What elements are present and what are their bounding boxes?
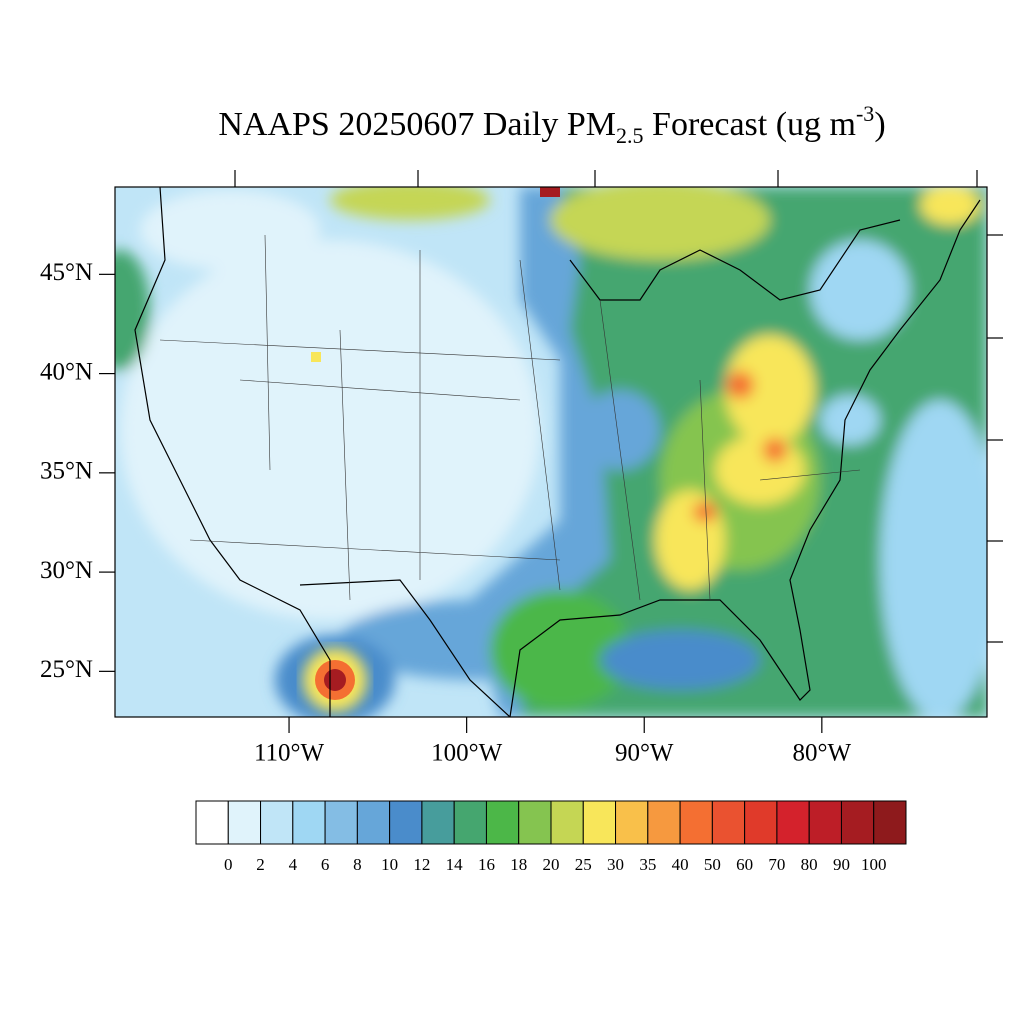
field-patch bbox=[655, 490, 725, 590]
colorbar-label: 100 bbox=[861, 855, 887, 874]
field-patch bbox=[920, 187, 980, 225]
field-patch bbox=[330, 187, 490, 220]
title-end: ) bbox=[874, 106, 885, 143]
colorbar-label: 50 bbox=[704, 855, 721, 874]
colorbar-box bbox=[873, 800, 907, 845]
field-patch bbox=[490, 590, 630, 710]
field-shading bbox=[115, 187, 987, 717]
colorbar-box bbox=[615, 800, 649, 845]
colorbar-box bbox=[195, 800, 229, 845]
frame-ticks bbox=[234, 170, 1003, 643]
lat-label: 45°N bbox=[40, 259, 93, 286]
colorbar-box bbox=[389, 800, 423, 845]
lon-label: 110°W bbox=[254, 740, 325, 767]
state-borders bbox=[159, 234, 861, 601]
colorbar-label: 40 bbox=[672, 855, 689, 874]
colorbar-box bbox=[292, 800, 326, 845]
colorbar-box bbox=[840, 800, 875, 845]
colorbar-label: 25 bbox=[575, 855, 592, 874]
field-patch bbox=[580, 390, 660, 470]
field-patch bbox=[693, 502, 717, 522]
map-frame bbox=[114, 186, 988, 718]
colorbar-label: 8 bbox=[353, 855, 362, 874]
field-patch bbox=[115, 250, 150, 370]
colorbar-label: 35 bbox=[639, 855, 656, 874]
hotspot-core bbox=[540, 187, 560, 197]
colorbar-box bbox=[711, 800, 746, 845]
field-patch bbox=[880, 400, 987, 717]
colorbar-box bbox=[744, 800, 778, 845]
field-patch bbox=[810, 240, 910, 340]
colorbar-label: 12 bbox=[413, 855, 430, 874]
colorbar-label: 18 bbox=[510, 855, 527, 874]
colorbar: 0 2 4 6 8 10 12 14 16 18 20 25 30 35 40 50 60 70 80 90 100 bbox=[195, 800, 907, 874]
colorbar-box bbox=[260, 800, 294, 845]
colorbar-label: 16 bbox=[478, 855, 495, 874]
title: NAAPS 20250607 Daily PM2.5 Forecast (ug … bbox=[218, 101, 885, 148]
lat-label: 30°N bbox=[40, 557, 93, 584]
field-patch bbox=[725, 335, 815, 445]
lat-label: 40°N bbox=[40, 358, 93, 385]
colorbar-label: 10 bbox=[381, 855, 398, 874]
hotspot-core bbox=[311, 352, 321, 362]
lon-label: 80°W bbox=[793, 740, 852, 767]
coastline bbox=[134, 187, 981, 717]
colorbar-label: 90 bbox=[833, 855, 850, 874]
title-units: Forecast (ug m bbox=[644, 106, 856, 143]
field-patch bbox=[715, 435, 805, 505]
colorbar-label: 0 bbox=[224, 855, 233, 874]
field-patch bbox=[550, 187, 770, 260]
colorbar-label: 20 bbox=[543, 855, 560, 874]
colorbar-label: 80 bbox=[801, 855, 818, 874]
lat-label: 25°N bbox=[40, 656, 93, 683]
field-patch bbox=[140, 190, 320, 270]
colorbar-box bbox=[582, 800, 617, 845]
field-patch bbox=[726, 371, 754, 399]
colorbar-box bbox=[808, 800, 842, 845]
colorbar-box bbox=[453, 800, 487, 845]
colorbar-box bbox=[421, 800, 455, 845]
colorbar-label: 2 bbox=[256, 855, 265, 874]
field-patch bbox=[600, 630, 760, 690]
colorbar-box bbox=[356, 800, 391, 845]
lon-label: 90°W bbox=[615, 740, 674, 767]
field-patch bbox=[120, 240, 540, 620]
colorbar-box bbox=[647, 800, 681, 845]
axes: 45°N 40°N 35°N 30°N 25°N 110°W 100°W 90°W 80°W bbox=[40, 259, 852, 767]
lat-label: 35°N bbox=[40, 458, 93, 485]
colorbar-box bbox=[324, 800, 358, 845]
concentration-field bbox=[115, 187, 987, 717]
colorbar-box bbox=[550, 800, 584, 845]
colorbar-box bbox=[485, 800, 520, 845]
colorbar-box bbox=[518, 800, 552, 845]
colorbar-label: 30 bbox=[607, 855, 624, 874]
colorbar-label: 14 bbox=[446, 855, 464, 874]
field-patch bbox=[820, 395, 880, 445]
colorbar-box bbox=[679, 800, 713, 845]
colorbar-label: 60 bbox=[736, 855, 753, 874]
colorbar-box bbox=[227, 800, 262, 845]
title-main: NAAPS 20250607 Daily PM bbox=[218, 106, 616, 143]
field-patch bbox=[763, 438, 787, 462]
title-superscript: -3 bbox=[856, 101, 874, 126]
colorbar-label: 4 bbox=[289, 855, 298, 874]
colorbar-box bbox=[776, 800, 810, 845]
colorbar-label: 6 bbox=[321, 855, 330, 874]
colorbar-label: 70 bbox=[768, 855, 785, 874]
hotspot-core bbox=[324, 669, 346, 691]
title-subscript: 2.5 bbox=[616, 123, 644, 148]
lon-label: 100°W bbox=[431, 740, 502, 767]
